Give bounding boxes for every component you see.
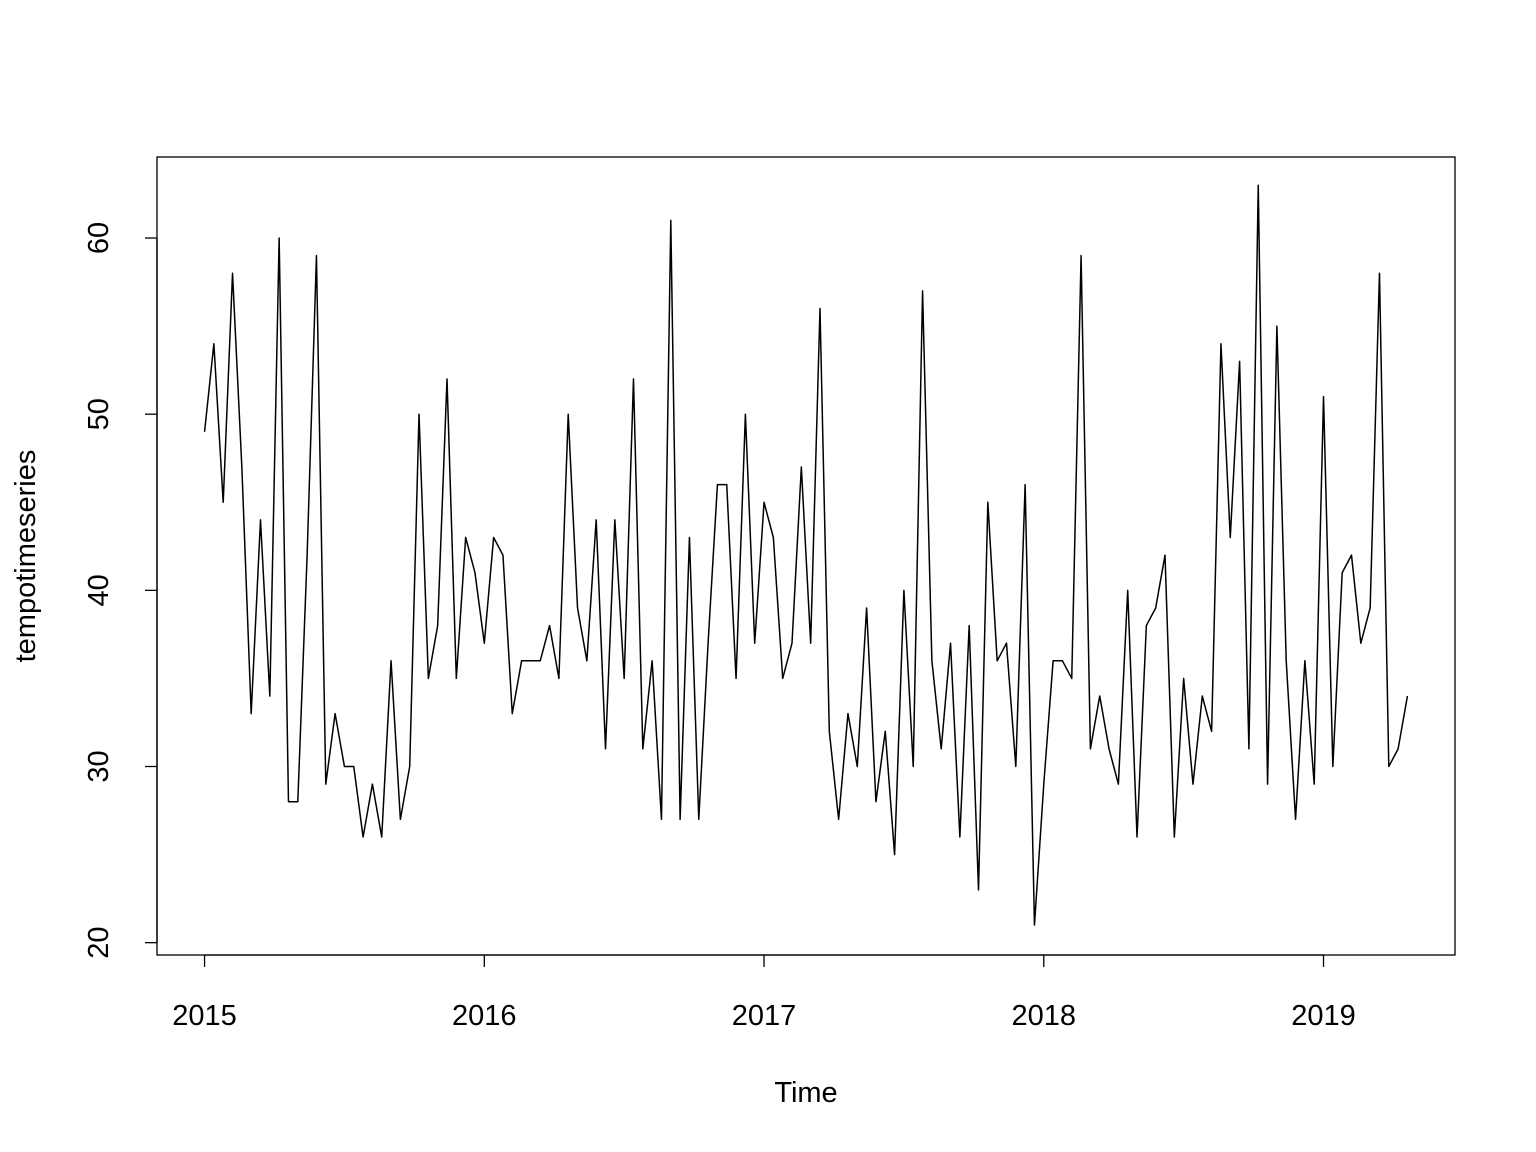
y-axis: 20 30 40 50 60 (83, 222, 158, 959)
series-line (203, 184, 1409, 926)
x-tick-label: 2016 (452, 1000, 517, 1032)
y-axis-title: tempotimeseries (10, 450, 42, 663)
x-tick-label: 2015 (172, 1000, 237, 1032)
x-axis-title: Time (774, 1077, 837, 1109)
x-tick-label: 2018 (1012, 1000, 1077, 1032)
x-axis: 2015 2016 2017 2018 2019 (172, 954, 1356, 1032)
y-tick-label: 20 (83, 927, 115, 959)
y-tick-label: 30 (83, 750, 115, 782)
x-tick-label: 2019 (1291, 1000, 1356, 1032)
y-tick-label: 50 (83, 398, 115, 430)
y-tick-label: 40 (83, 574, 115, 606)
x-tick-label: 2017 (732, 1000, 797, 1032)
y-tick-label: 60 (83, 222, 115, 254)
